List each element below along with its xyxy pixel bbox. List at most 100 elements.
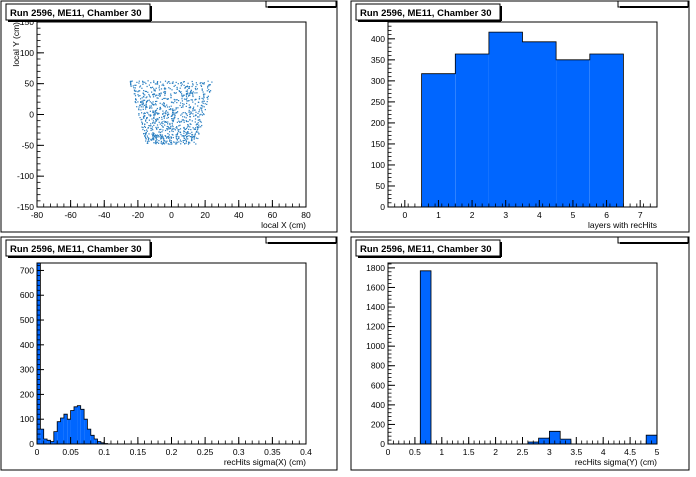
scatter-point: [145, 106, 147, 108]
scatter-point: [153, 134, 155, 136]
scatter-point: [203, 113, 205, 116]
scatter-point: [168, 137, 170, 139]
scatter-point: [167, 111, 169, 113]
histogram-bar: [37, 263, 41, 444]
scatter-point: [146, 85, 148, 88]
scatter-point: [140, 106, 142, 108]
scatter-point: [170, 108, 172, 110]
scatter-point: [167, 143, 169, 145]
scatter-point: [202, 105, 204, 107]
scatter-point: [164, 87, 166, 89]
scatter-point: [142, 102, 144, 104]
scatter-point: [197, 131, 199, 133]
scatter-point: [174, 129, 176, 131]
scatter-point: [138, 80, 140, 82]
scatter-point: [167, 113, 169, 115]
y-tick-label: 100: [20, 48, 34, 58]
scatter-point: [154, 83, 156, 85]
scatter-point: [172, 110, 174, 112]
y-tick-label: 150: [371, 139, 385, 149]
scatter-point: [174, 100, 176, 102]
scatter-point: [166, 82, 168, 84]
scatter-point: [153, 90, 155, 92]
scatter-point: [188, 135, 190, 137]
scatter-point: [192, 110, 194, 112]
scatter-point: [162, 113, 164, 115]
scatter-point: [163, 140, 165, 142]
scatter-point: [148, 84, 150, 86]
scatter-point: [149, 125, 151, 127]
scatter-point: [138, 113, 140, 115]
scatter-point: [161, 137, 163, 139]
scatter-point: [155, 127, 158, 130]
scatter-point: [197, 112, 199, 114]
scatter-point: [173, 117, 175, 119]
scatter-point: [158, 112, 160, 115]
scatter-point: [175, 107, 177, 109]
scatter-point: [169, 131, 171, 133]
scatter-point: [202, 113, 205, 115]
scatter-point: [191, 120, 193, 122]
scatter-point: [153, 81, 155, 83]
scatter-point: [163, 91, 165, 93]
scatter-point: [198, 101, 200, 103]
x-tick-label: 0.05: [62, 447, 79, 457]
scatter-point: [166, 140, 168, 142]
scatter-point: [200, 113, 202, 115]
scatter-point: [175, 81, 177, 83]
x-axis-label: local X (cm): [261, 220, 306, 230]
scatter-point: [158, 85, 160, 87]
scatter-point: [145, 120, 147, 122]
scatter-point: [154, 90, 156, 92]
scatter-point: [187, 100, 189, 102]
y-tick-label: 400: [371, 400, 385, 410]
scatter-point: [134, 90, 136, 92]
scatter-point: [163, 116, 165, 118]
scatter-point: [183, 139, 185, 141]
scatter-point: [182, 116, 184, 118]
scatter-point: [164, 135, 166, 137]
scatter-point: [153, 110, 155, 112]
scatter-point: [166, 129, 168, 131]
scatter-point: [188, 142, 190, 144]
scatter-point: [145, 103, 147, 105]
scatter-point: [171, 133, 173, 136]
scatter-point: [145, 90, 147, 93]
scatter-point: [142, 82, 144, 84]
scatter-point: [149, 101, 151, 103]
scatter-point: [138, 108, 140, 110]
scatter-point: [169, 122, 171, 125]
scatter-point: [187, 125, 190, 127]
scatter-point: [174, 114, 176, 116]
scatter-point: [172, 141, 175, 143]
scatter-point: [152, 86, 154, 88]
scatter-point: [168, 87, 170, 89]
scatter-point: [183, 127, 185, 129]
scatter-point: [148, 114, 150, 116]
scatter-point: [141, 112, 143, 114]
histogram-bar: [43, 439, 48, 444]
scatter-point: [143, 113, 145, 115]
y-tick-label: 300: [20, 365, 34, 375]
scatter-point: [138, 114, 140, 116]
histogram-bars: [36, 262, 108, 444]
scatter-point: [163, 102, 165, 104]
scatter-point: [153, 124, 155, 126]
scatter-point: [155, 136, 157, 138]
scatter-point: [148, 95, 151, 97]
scatter-point: [155, 137, 157, 139]
histogram-bar: [556, 59, 590, 207]
scatter-point: [187, 82, 189, 84]
scatter-point: [152, 96, 155, 98]
scatter-point: [169, 88, 171, 90]
x-tick-label: 0.35: [264, 447, 281, 457]
scatter-point: [196, 84, 198, 86]
scatter-point: [141, 102, 143, 104]
x-tick-label: 1: [436, 210, 441, 220]
scatter-point: [175, 137, 177, 139]
scatter-point: [151, 103, 153, 105]
scatter-point: [163, 143, 166, 145]
scatter-point: [160, 142, 162, 144]
x-tick-label: 3: [547, 447, 552, 457]
scatter-point: [195, 86, 197, 88]
